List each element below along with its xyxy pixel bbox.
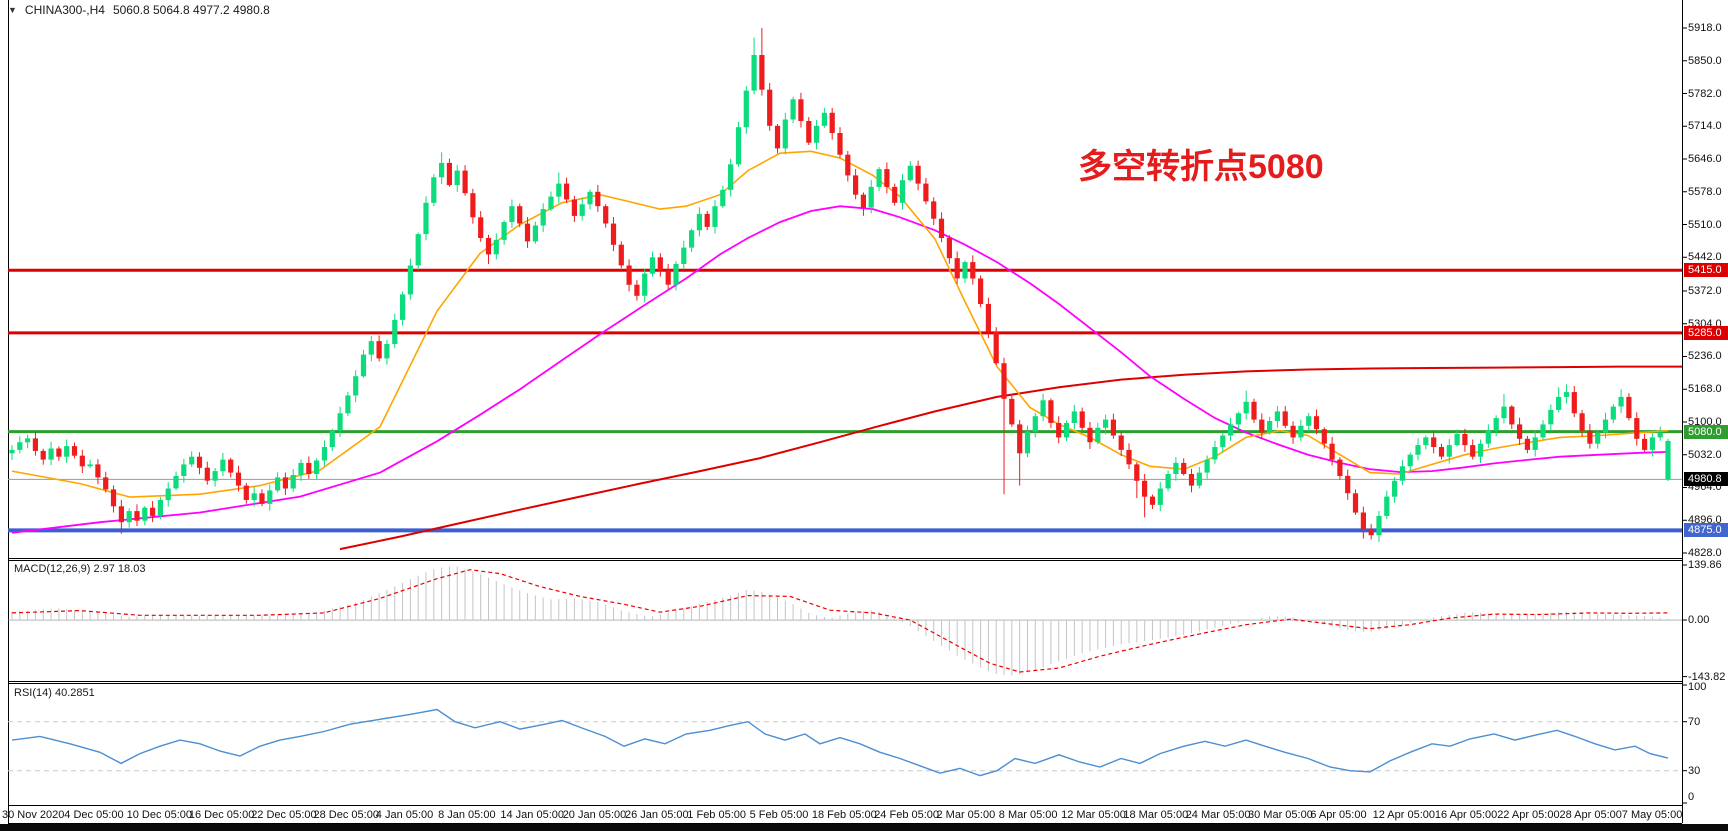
time-axis-label: 1 Feb 05:00 (687, 809, 747, 821)
time-axis-label: 18 Feb 05:00 (811, 809, 877, 821)
macd-histogram (11, 566, 1669, 676)
current-price-badge: 4980.8 (1684, 472, 1728, 487)
time-axis-label: 6 Apr 05:00 (1310, 809, 1367, 821)
chevron-down-icon[interactable]: ▼ (8, 5, 17, 15)
price-axis-label: 5646.0 (1688, 153, 1722, 165)
price-axis-label: 5782.0 (1688, 87, 1722, 100)
bottom-scrollbar[interactable] (0, 824, 1728, 831)
price-axis-label: 5372.0 (1688, 284, 1722, 297)
time-axis-label: 16 Dec 05:00 (188, 809, 255, 821)
ma-red-line (339, 365, 1682, 551)
time-axis-label: 22 Apr 05:00 (1497, 809, 1560, 821)
price-axis-label: 5442.0 (1688, 251, 1722, 264)
ma-orange-line (11, 150, 1669, 498)
macd-axis-label: 139.86 (1688, 559, 1722, 571)
price-axis-label: 5032.0 (1688, 448, 1722, 461)
candles-layer (9, 28, 1671, 542)
rsi-axis-label: 30 (1688, 764, 1701, 777)
rsi-line (11, 708, 1669, 777)
price-level-badge: 5415.0 (1684, 263, 1728, 278)
price-axis-label: 5510.0 (1688, 218, 1722, 231)
time-axis-label: 5 Feb 05:00 (749, 809, 809, 821)
time-axis-label: 8 Jan 05:00 (438, 809, 496, 821)
macd-axis-label: -143.82 (1688, 670, 1726, 683)
time-axis-label: 24 Mar 05:00 (1185, 809, 1251, 821)
price-axis-label: 4828.0 (1688, 547, 1722, 559)
chart-header: ▼ CHINA300-,H4 5060.8 5064.8 4977.2 4980.8 (8, 3, 270, 17)
price-level-badge: 4875.0 (1684, 523, 1728, 538)
price-axis-label: 5236.0 (1688, 350, 1722, 363)
ohlc-readout: 5060.8 5064.8 4977.2 4980.8 (112, 3, 270, 17)
price-axis-label: 5578.0 (1688, 185, 1722, 198)
ma-magenta-line (11, 205, 1669, 534)
time-axis-label: 8 Mar 05:00 (998, 809, 1058, 821)
rsi-axis-label: 0 (1688, 791, 1695, 803)
time-axis-label: 30 Nov 2020 (2, 809, 65, 821)
rsi-axis-label: 70 (1688, 715, 1701, 728)
time-axis-label: 18 Mar 05:00 (1123, 809, 1189, 821)
macd-indicator-label: MACD(12,26,9) 2.97 18.03 (14, 563, 146, 575)
time-axis-label: 30 Mar 05:00 (1248, 809, 1313, 821)
time-axis-label: 24 Feb 05:00 (874, 809, 940, 821)
price-axis-label: 4896.0 (1688, 514, 1722, 527)
time-axis-label: 28 Apr 05:00 (1559, 809, 1622, 821)
time-axis-label: 7 May 05:00 (1621, 809, 1683, 821)
time-axis-label: 12 Mar 05:00 (1061, 809, 1126, 821)
time-axis-label: 16 Apr 05:00 (1434, 809, 1498, 821)
rsi-axis-label: 100 (1688, 681, 1707, 693)
time-axis-label: 4 Jan 05:00 (375, 809, 434, 821)
time-axis-label: 2 Mar 05:00 (936, 809, 996, 821)
rsi-indicator-label: RSI(14) 40.2851 (14, 687, 95, 699)
macd-signal-line (11, 569, 1669, 673)
price-axis-label: 5918.0 (1688, 22, 1722, 34)
time-axis-label: 28 Dec 05:00 (313, 809, 379, 821)
symbol-period-label: CHINA300-,H4 (24, 3, 105, 17)
price-axis-label: 5850.0 (1688, 54, 1722, 67)
time-axis-label: 12 Apr 05:00 (1372, 809, 1435, 821)
time-axis-label: 4 Dec 05:00 (64, 809, 124, 821)
price-axis-label: 5714.0 (1688, 120, 1722, 133)
time-axis-label: 10 Dec 05:00 (126, 809, 193, 821)
time-axis-label: 26 Jan 05:00 (625, 809, 689, 821)
price-axis-label: 5168.0 (1688, 383, 1722, 396)
bull-bear-turning-point-annotation: 多空转折点5080 (1078, 148, 1324, 186)
price-level-badge: 5285.0 (1684, 325, 1728, 340)
time-axis-label: 20 Jan 05:00 (562, 809, 627, 821)
time-axis-label: 14 Jan 05:00 (500, 809, 565, 821)
macd-axis-label: 0.00 (1688, 614, 1710, 627)
price-level-badge: 5080.0 (1684, 424, 1728, 439)
time-axis-label: 22 Dec 05:00 (251, 809, 317, 821)
